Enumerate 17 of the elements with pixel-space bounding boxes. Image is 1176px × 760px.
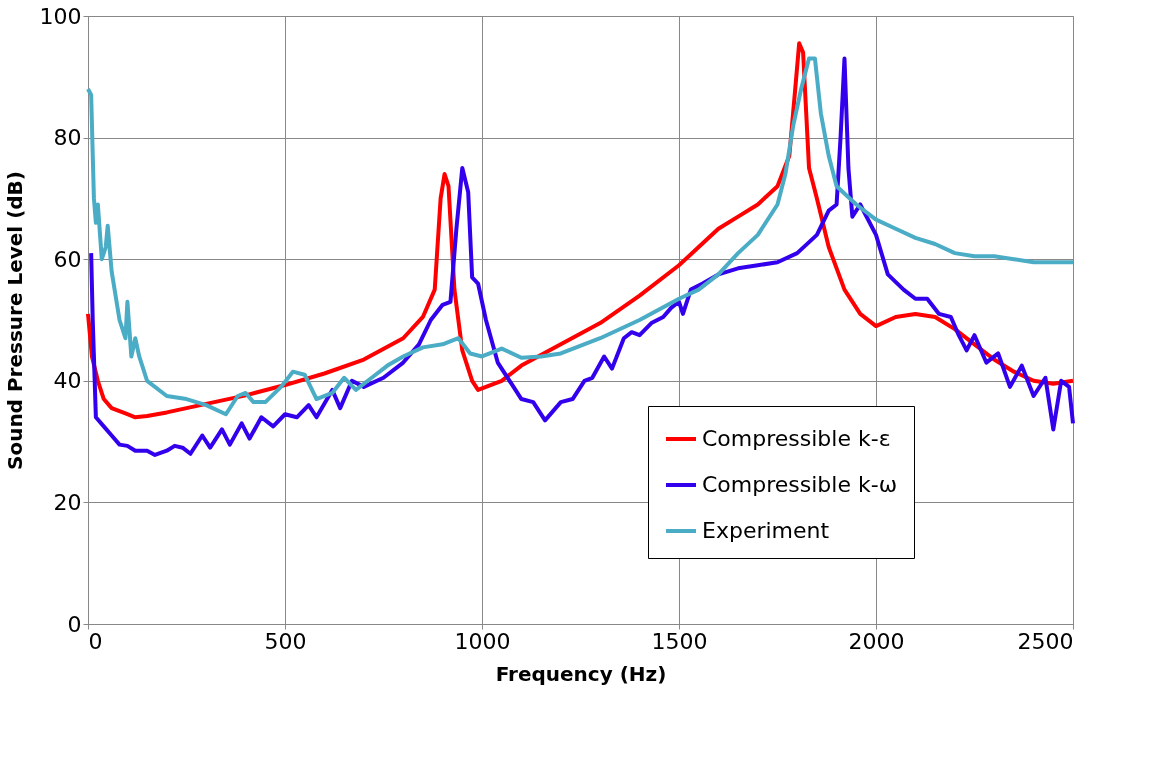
y-tick-label: 100 — [39, 3, 82, 29]
y-tick-label: 40 — [53, 368, 82, 394]
x-tick-label: 2500 — [1017, 628, 1074, 654]
x-tick-label: 500 — [264, 628, 307, 654]
y-tick-label: 80 — [53, 125, 82, 151]
x-tick-label: 1000 — [454, 628, 511, 654]
legend-label: Compressible k-ε — [702, 426, 891, 451]
x-tick-label: 0 — [88, 628, 103, 654]
y-tick-label: 0 — [67, 611, 82, 637]
x-tick-label: 2000 — [848, 628, 905, 654]
legend-label: Experiment — [702, 518, 830, 543]
legend-label: Compressible k-ω — [702, 472, 898, 497]
x-tick-label: 1500 — [651, 628, 708, 654]
y-axis-title: Sound Pressure Level (dB) — [2, 171, 27, 470]
x-axis-title: Frequency (Hz) — [495, 661, 667, 686]
y-tick-label: 60 — [53, 246, 82, 272]
y-tick-label: 20 — [53, 489, 82, 515]
